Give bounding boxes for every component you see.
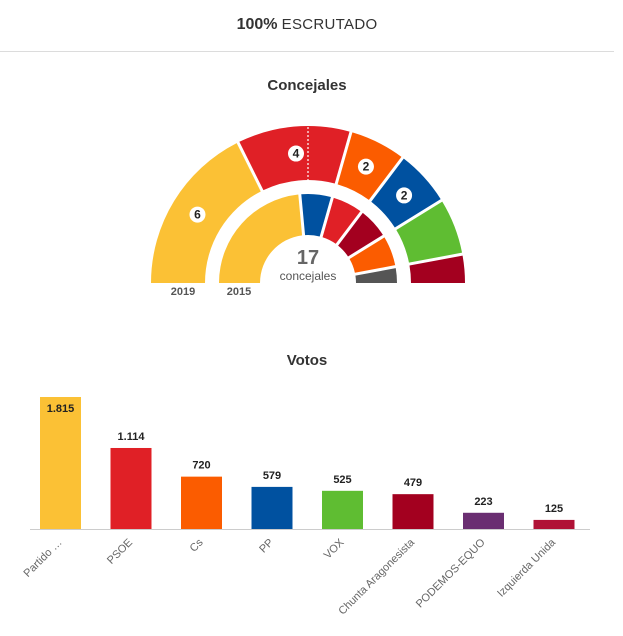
inner-ring-segment-psoe[interactable] <box>322 197 361 244</box>
total-seats-value: 17 <box>297 247 319 269</box>
bar-value-label: 1.815 <box>47 403 75 415</box>
bar-podemos-equo[interactable] <box>463 512 504 529</box>
bar-partido[interactable] <box>40 397 81 529</box>
inner-ring-year-label: 2015 <box>227 286 251 298</box>
bar-value-label: 223 <box>474 496 492 508</box>
inner-ring-segment-other[interactable] <box>355 268 397 283</box>
outer-ring-seat-count-pp: 2 <box>401 188 408 202</box>
outer-ring-segment-vox[interactable] <box>396 201 463 263</box>
bar-value-label: 720 <box>192 460 210 472</box>
bar-value-label: 479 <box>404 477 422 489</box>
outer-ring-segment-chunta-aragonesista[interactable] <box>409 255 465 283</box>
category-label-pp: PP <box>257 537 276 556</box>
category-label-vox: VOX <box>322 536 347 561</box>
bar-value-label: 1.114 <box>118 431 146 443</box>
inner-ring-segment-pp[interactable] <box>301 194 331 237</box>
outer-ring-segment-partido[interactable] <box>151 143 261 283</box>
inner-ring-segment-partido[interactable] <box>219 194 303 283</box>
outer-ring-seat-count-cs: 2 <box>363 160 370 174</box>
scrutiny-percent: 100% <box>236 16 278 33</box>
outer-ring-seat-badge <box>189 206 206 223</box>
outer-ring-seat-badge <box>357 158 374 175</box>
category-label-psoe: PSOE <box>105 537 135 567</box>
outer-ring-seat-count-psoe: 4 <box>293 147 300 161</box>
outer-ring-year-label: 2019 <box>171 286 195 298</box>
inner-ring-segment-chunta-aragonesista[interactable] <box>338 212 383 257</box>
total-seats-label: concejales <box>280 269 337 283</box>
bar-value-label: 525 <box>333 474 351 486</box>
bar-psoe[interactable] <box>110 447 152 529</box>
votes-title: Votos <box>286 352 328 369</box>
seats-title: Concejales <box>267 77 347 94</box>
bar-vox[interactable] <box>322 490 363 529</box>
bar-cs[interactable] <box>181 476 222 529</box>
inner-ring-segment-cs[interactable] <box>349 237 396 273</box>
bar-chunta-aragonesista[interactable] <box>392 494 434 529</box>
category-label-chunta-aragonesista: Chunta Aragonesista <box>336 536 417 617</box>
category-label-partido: Partido … <box>22 537 65 580</box>
scrutiny-status: 100% ESCRUTADO <box>0 16 614 34</box>
bar-value-label: 125 <box>545 503 563 515</box>
bar-izquierda-unida[interactable] <box>533 519 575 529</box>
category-label-podemos-equo: PODEMOS-EQUO <box>414 536 488 610</box>
outer-ring-seat-count-partido: 6 <box>194 208 201 222</box>
bar-pp[interactable] <box>251 486 293 529</box>
outer-ring-seat-badge <box>288 145 305 162</box>
bar-value-label: 579 <box>263 470 281 482</box>
outer-ring-seat-badge <box>396 187 413 204</box>
scrutiny-label: ESCRUTADO <box>281 16 378 33</box>
category-label-cs: Cs <box>188 536 206 554</box>
category-label-izquierda-unida: Izquierda Unida <box>495 536 559 600</box>
votes-bar-chart: 1.815 Partido … 1.114 PSOE 720 Cs 579 PP 525 VOX 4… <box>22 397 590 617</box>
scrutiny-header: 100% ESCRUTADO <box>0 0 614 52</box>
